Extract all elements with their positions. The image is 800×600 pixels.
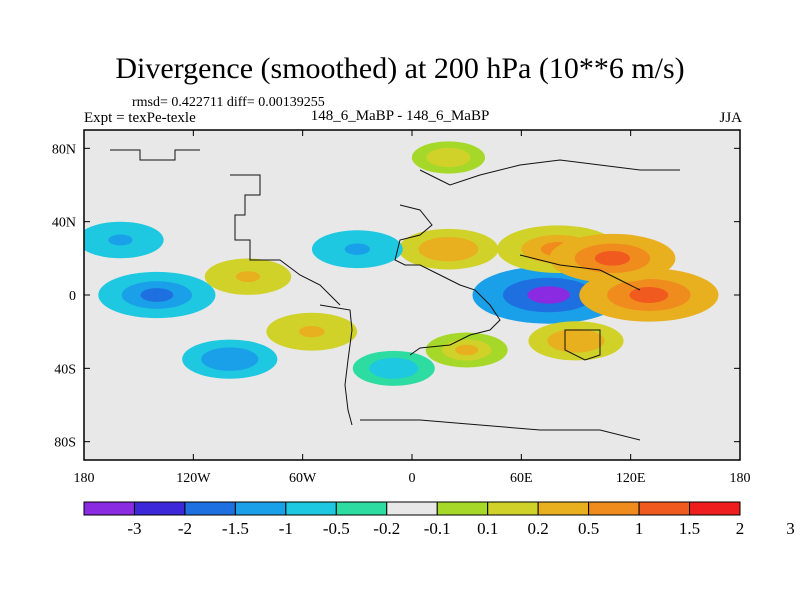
field-region-10-core — [108, 234, 133, 246]
x-tick-label: 120E — [616, 471, 646, 486]
x-tick-label: 120W — [176, 471, 211, 486]
colorbar-label: -2 — [178, 519, 192, 538]
case-label: 148_6_MaBP - 148_6_MaBP — [310, 108, 490, 124]
y-tick-label: 40N — [52, 216, 76, 231]
field-region-14-core — [235, 271, 261, 283]
field-region-0-core — [527, 286, 571, 304]
colorbar-swatch — [436, 501, 489, 516]
colorbar-swatch — [83, 501, 135, 516]
field-region-4-core — [434, 243, 463, 256]
x-tick-label: 60E — [510, 471, 533, 486]
colorbar-swatch — [184, 501, 236, 516]
colorbar-swatch — [285, 501, 337, 516]
colorbar-swatch — [133, 501, 186, 516]
chart-title: Divergence (smoothed) at 200 hPa (10**6 … — [115, 52, 685, 85]
colorbar-label: 0.5 — [578, 519, 599, 538]
field-region-11-core — [455, 344, 479, 356]
colorbar-label: -0.2 — [373, 519, 400, 538]
colorbar-label: -0.1 — [424, 519, 451, 538]
field-region-1-core — [140, 288, 174, 302]
stats-line: rmsd= 0.422711 diff= 0.00139255 — [132, 95, 325, 110]
field-region-7-core — [562, 334, 590, 347]
field-region-13-core — [382, 363, 406, 374]
y-axis: 80N 40N 0 40S 80S — [52, 142, 740, 451]
colorbar-label: 0.1 — [477, 519, 498, 538]
x-axis: 180 120W 60W 0 60E 120E 180 — [74, 130, 751, 486]
x-tick-label: 180 — [74, 471, 95, 486]
plot-area: 180 120W 60W 0 60E 120E 180 80N 40N 0 40S 80S — [52, 129, 751, 486]
y-tick-label: 80N — [52, 142, 76, 157]
colorbar-swatch — [537, 501, 590, 516]
y-tick-label: 0 — [69, 289, 76, 304]
colorbar-label: 1.5 — [679, 519, 700, 538]
contour-field — [84, 141, 719, 386]
field-region-8-core — [216, 353, 244, 366]
colorbar-swatch — [386, 501, 438, 516]
field-region-5-core — [594, 250, 631, 266]
colorbar-label: 0.2 — [528, 519, 549, 538]
experiment-label: Expt = texPe-texle — [84, 110, 196, 126]
field-region-12-core — [438, 152, 459, 163]
colorbar-swatch — [588, 501, 640, 516]
coastline — [110, 149, 680, 441]
colorbar-swatch — [638, 501, 691, 516]
colorbar-label: 2 — [736, 519, 745, 538]
field-region-2-core — [629, 287, 669, 303]
x-tick-label: 0 — [409, 471, 416, 486]
colorbar-label: -3 — [127, 519, 141, 538]
colorbar-label: 1 — [635, 519, 644, 538]
colorbar: -3 -2 -1.5 -1 -0.5 -0.2 -0.1 0.1 0.2 0.5 1 1.5 2 3 — [83, 501, 795, 538]
y-tick-label: 40S — [54, 362, 76, 377]
colorbar-swatch — [689, 501, 741, 516]
colorbar-swatch — [335, 501, 388, 516]
colorbar-label: -1.5 — [222, 519, 249, 538]
x-tick-label: 60W — [289, 471, 317, 486]
field-region-6-core — [344, 243, 371, 255]
x-tick-label: 180 — [730, 471, 751, 486]
y-tick-label: 80S — [54, 436, 76, 451]
field-region-9-core — [299, 325, 325, 338]
season-label: JJA — [719, 110, 742, 126]
colorbar-label: 3 — [786, 519, 795, 538]
colorbar-swatch — [487, 501, 539, 516]
colorbar-swatch — [234, 501, 287, 516]
colorbar-label: -0.5 — [323, 519, 350, 538]
colorbar-label: -1 — [279, 519, 293, 538]
